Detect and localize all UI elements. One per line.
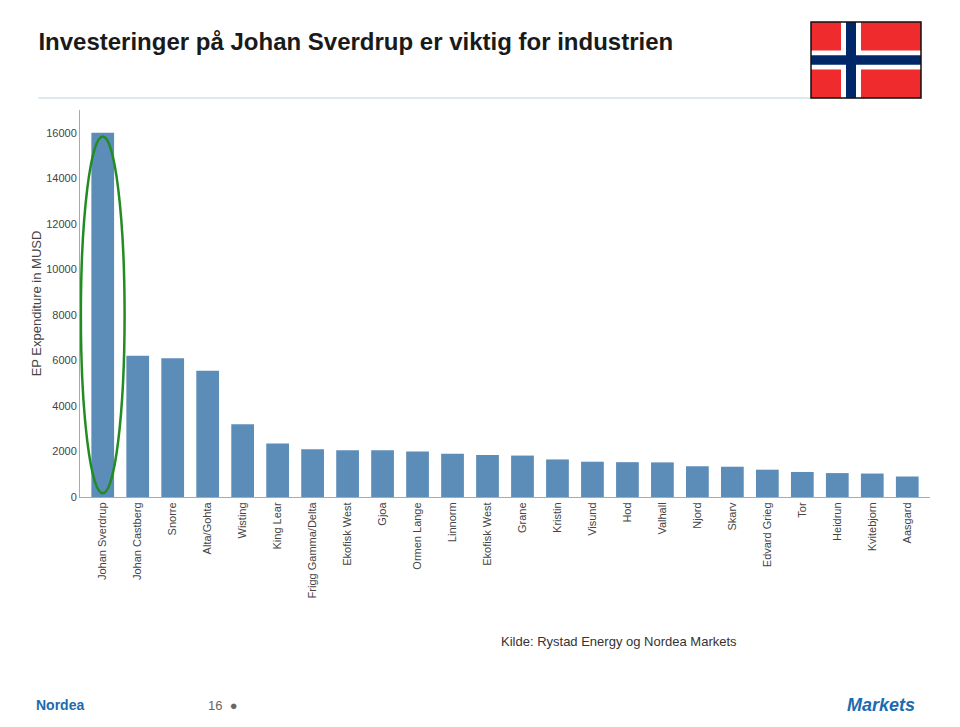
svg-text:Gjoa: Gjoa (376, 502, 388, 526)
svg-text:Ormen Lange: Ormen Lange (411, 502, 423, 569)
svg-text:Johan Sverdrup: Johan Sverdrup (96, 502, 108, 580)
svg-text:King Lear: King Lear (271, 502, 283, 549)
svg-text:Njord: Njord (691, 502, 703, 528)
svg-text:Tor: Tor (796, 502, 808, 518)
svg-text:Kristin: Kristin (551, 502, 563, 533)
svg-text:10000: 10000 (46, 263, 77, 275)
svg-text:0: 0 (71, 491, 77, 503)
svg-text:Valhall: Valhall (656, 502, 668, 534)
svg-text:Visund: Visund (586, 502, 598, 535)
svg-text:Nordea: Nordea (36, 697, 84, 713)
svg-text:Hod: Hod (621, 502, 633, 522)
svg-text:Ekofisk West: Ekofisk West (341, 502, 353, 565)
svg-text:Heidrun: Heidrun (831, 502, 843, 541)
svg-text:Alta/Gohta: Alta/Gohta (201, 502, 213, 555)
svg-text:Linnorm: Linnorm (446, 502, 458, 542)
svg-text:Skarv: Skarv (726, 502, 738, 531)
svg-text:16000: 16000 (46, 127, 77, 139)
svg-text:Snorre: Snorre (166, 502, 178, 535)
svg-text:Frigg Gamma/Delta: Frigg Gamma/Delta (306, 502, 318, 599)
svg-text:14000: 14000 (46, 172, 77, 184)
svg-text:EP Expenditure in MUSD: EP Expenditure in MUSD (29, 231, 44, 377)
svg-text:6000: 6000 (52, 354, 76, 366)
svg-text:4000: 4000 (52, 400, 76, 412)
svg-text:Kvitebjorn: Kvitebjorn (866, 502, 878, 551)
svg-text:Kilde: Rystad Energy og Nordea: Kilde: Rystad Energy og Nordea Markets (501, 634, 737, 649)
svg-text:8000: 8000 (52, 309, 76, 321)
svg-text:Edvard Grieg: Edvard Grieg (761, 502, 773, 567)
svg-text:Johan Castberg: Johan Castberg (131, 502, 143, 580)
svg-text:Investeringer på Johan Sverdru: Investeringer på Johan Sverdrup er vikti… (38, 28, 673, 55)
svg-text:Markets: Markets (847, 695, 915, 715)
svg-text:Wisting: Wisting (236, 502, 248, 538)
svg-text:2000: 2000 (52, 445, 76, 457)
svg-text:Aasgard: Aasgard (901, 502, 913, 543)
svg-text:12000: 12000 (46, 218, 77, 230)
svg-text:Grane: Grane (516, 502, 528, 533)
svg-text:16 ●: 16 ● (208, 698, 238, 713)
svg-text:Ekofisk West: Ekofisk West (481, 502, 493, 565)
